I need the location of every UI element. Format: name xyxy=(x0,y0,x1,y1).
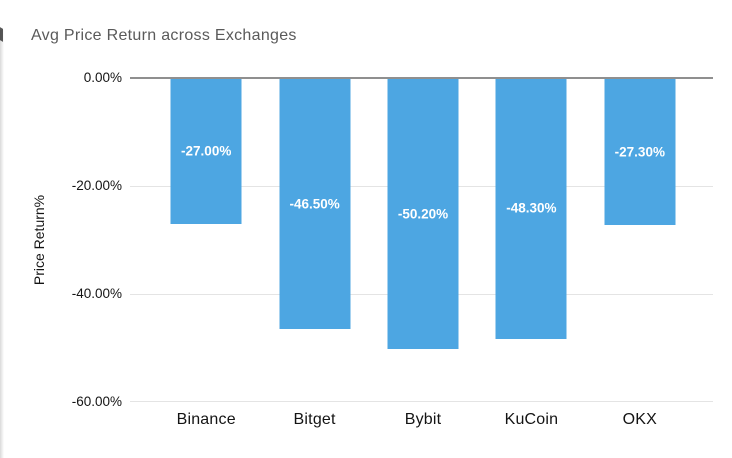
plot-area: -27.00% -46.50% -50.20% -48.30% -27.30% xyxy=(130,77,713,402)
bar-value-label: -48.30% xyxy=(506,200,557,216)
y-axis-tick-label: 0.00% xyxy=(83,70,122,85)
bar-bybit: -50.20% xyxy=(387,78,459,350)
bar-bitget: -46.50% xyxy=(279,78,351,330)
x-axis-label-okx: OKX xyxy=(622,411,658,428)
y-axis-tick-label: -20.00% xyxy=(71,178,122,193)
x-axis-label-bybit: Bybit xyxy=(404,411,442,428)
x-axis-labels: Binance Bitget Bybit KuCoin OKX xyxy=(152,411,694,429)
chart-title: Avg Price Return across Exchanges xyxy=(31,27,297,44)
zero-baseline xyxy=(130,77,713,79)
gridline xyxy=(130,401,713,402)
screenshot-edge-shadow xyxy=(0,30,4,458)
x-axis-label-bitget: Bitget xyxy=(293,411,336,428)
bar-binance: -27.00% xyxy=(170,78,242,224)
y-axis-title: Price Return% xyxy=(31,194,47,286)
screenshot-edge-artifact xyxy=(0,27,3,42)
bar-kucoin: -48.30% xyxy=(495,78,567,339)
bar-value-label: -50.20% xyxy=(397,206,449,222)
bar-band-kucoin: -48.30% xyxy=(477,78,585,402)
bar-value-label: -27.00% xyxy=(181,143,232,159)
bar-band-okx: -27.30% xyxy=(586,78,694,402)
bar-value-label: -27.30% xyxy=(614,144,665,160)
x-axis-label-binance: Binance xyxy=(176,411,236,428)
y-axis-tick-label: -60.00% xyxy=(71,394,122,409)
y-axis-tick-label: -40.00% xyxy=(71,286,122,301)
bar-band-bitget: -46.50% xyxy=(260,78,368,402)
bar-series: -27.00% -46.50% -50.20% -48.30% -27.30% xyxy=(152,78,694,402)
x-axis-label-kucoin: KuCoin xyxy=(504,411,559,428)
bar-okx: -27.30% xyxy=(604,78,676,226)
bar-band-binance: -27.00% xyxy=(152,78,260,402)
y-axis-tick-labels: 0.00% -20.00% -40.00% -60.00% xyxy=(0,0,122,458)
bar-value-label: -46.50% xyxy=(289,196,340,212)
bar-band-bybit: -50.20% xyxy=(369,78,477,402)
